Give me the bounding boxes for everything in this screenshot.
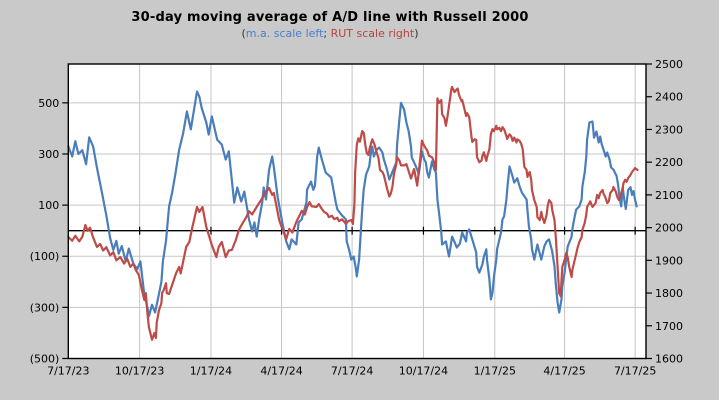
left-axis-tick-label: (100): [30, 250, 60, 263]
x-axis-tick-label: 7/17/24: [331, 365, 373, 378]
plot-border: [67, 63, 647, 360]
right-axis-tick-label: 1800: [655, 287, 683, 300]
x-axis-tick-label: 10/17/23: [115, 365, 164, 378]
x-axis-tick-label: 10/17/24: [399, 365, 448, 378]
right-axis-tick-label: 2200: [655, 156, 683, 169]
right-axis-tick-label: 1600: [655, 353, 683, 366]
subtitle-right-scale-label: RUT scale right: [330, 27, 415, 40]
left-axis-tick-label: (300): [30, 301, 60, 314]
right-axis-tick-label: 2500: [655, 58, 683, 71]
subtitle-close-paren: ): [414, 27, 419, 40]
left-axis-tick-label: 500: [38, 97, 59, 110]
x-axis-tick-label: 1/17/24: [190, 365, 232, 378]
ad-ma-series: [67, 90, 638, 318]
left-axis-tick-label: (500): [30, 353, 60, 366]
x-axis-tick-label: 7/17/23: [47, 365, 89, 378]
right-axis-tick-label: 2100: [655, 189, 683, 202]
subtitle-separator: ;: [323, 27, 331, 40]
subtitle-left-scale-label: m.a. scale left: [245, 27, 324, 40]
x-axis-tick-label: 7/17/25: [614, 365, 656, 378]
x-axis-tick-label: 1/17/25: [474, 365, 516, 378]
left-axis-tick-label: 300: [38, 148, 59, 161]
right-axis-tick-label: 2300: [655, 123, 683, 136]
right-axis-tick-label: 1700: [655, 320, 683, 333]
rut-series: [67, 85, 639, 341]
chart-title: 30-day moving average of A/D line with R…: [131, 10, 529, 25]
right-axis-tick-label: 2400: [655, 91, 683, 104]
right-axis-tick-label: 2000: [655, 222, 683, 235]
chart-subtitle: (m.a. scale left; RUT scale right): [5, 27, 655, 40]
left-axis-tick-label: 100: [38, 199, 59, 212]
x-axis-tick-label: 4/17/25: [543, 365, 585, 378]
x-axis-tick-label: 4/17/24: [260, 365, 302, 378]
right-axis-tick-label: 1900: [655, 254, 683, 267]
subtitle-open-paren: (: [241, 27, 246, 40]
plot-area: [68, 64, 647, 359]
